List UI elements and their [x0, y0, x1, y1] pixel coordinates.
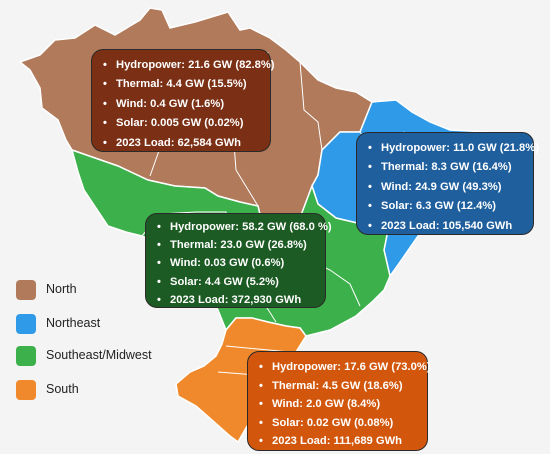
- legend-label-northeast: Northeast: [46, 316, 101, 330]
- northeast-info-box: • Hydropower: 11.0 GW (21.8%) • Thermal: 8…: [356, 132, 539, 236]
- legend-swatch-north: [16, 280, 36, 300]
- north-wind: • Wind: 0.4 GW (1.6%): [102, 95, 260, 114]
- bullet-icon: •: [157, 293, 161, 306]
- bullet-icon: •: [157, 275, 161, 288]
- legend-label-north: North: [46, 282, 77, 296]
- bullet-icon: •: [259, 435, 263, 448]
- north-info-box: • Hydropower: 21.6 GW (82.8%) • Thermal: 4…: [91, 49, 275, 153]
- bullet-icon: •: [368, 200, 372, 213]
- southeast-solar: • Solar: 4.4 GW (5.2%): [156, 273, 315, 291]
- south-load: • 2023 Load: 111,689 GWh: [258, 432, 417, 451]
- bullet-icon: •: [103, 136, 107, 149]
- bullet-icon: •: [103, 117, 107, 130]
- northeast-thermal: • Thermal: 8.3 GW (16.4%): [367, 158, 523, 177]
- legend-label-south: South: [46, 382, 79, 396]
- southeast-thermal: • Thermal: 23.0 GW (26.8%): [156, 236, 315, 254]
- bullet-icon: •: [259, 398, 263, 411]
- south-solar: • Solar: 0.02 GW (0.08%): [258, 414, 417, 433]
- legend-swatch-south: [16, 380, 36, 400]
- south-info-box: • Hydropower: 17.6 GW (73.0%) • Thermal: 4…: [247, 351, 431, 451]
- bullet-icon: •: [259, 416, 263, 429]
- north-thermal: • Thermal: 4.4 GW (15.5%): [102, 75, 260, 94]
- bullet-icon: •: [368, 142, 372, 154]
- southeast-load: • 2023 Load: 372,930 GWh: [156, 291, 315, 309]
- bullet-icon: •: [157, 239, 161, 252]
- northeast-wind: • Wind: 24.9 GW (49.3%): [367, 178, 523, 197]
- southeast-wind: • Wind: 0.03 GW (0.6%): [156, 254, 315, 272]
- northeast-load: • 2023 Load: 105,540 GWh: [367, 217, 523, 236]
- legend-swatch-southeast-midwest: [16, 346, 36, 366]
- bullet-icon: •: [103, 97, 107, 110]
- northeast-hydropower: • Hydropower: 11.0 GW (21.8%): [367, 139, 539, 158]
- south-thermal: • Thermal: 4.5 GW (18.6%): [258, 377, 417, 396]
- bullet-icon: •: [259, 361, 263, 373]
- north-hydropower: • Hydropower: 21.6 GW (82.8%): [102, 56, 275, 75]
- south-hydropower: • Hydropower: 17.6 GW (73.0%): [258, 358, 431, 377]
- northeast-solar: • Solar: 6.3 GW (12.4%): [367, 197, 523, 216]
- legend-label-southeast-midwest: Southeast/Midwest: [46, 348, 152, 362]
- southeast-midwest-info-box: • Hydropower: 58.2 GW (68.0 %) • Thermal: …: [145, 213, 332, 309]
- north-load: • 2023 Load: 62,584 GWh: [102, 134, 260, 153]
- south-wind: • Wind: 2.0 GW (8.4%): [258, 395, 417, 414]
- bullet-icon: •: [103, 78, 107, 91]
- legend-swatch-northeast: [16, 314, 36, 334]
- region-south: [175, 317, 307, 444]
- bullet-icon: •: [368, 180, 372, 193]
- bullet-icon: •: [157, 257, 161, 270]
- southeast-hydropower: • Hydropower: 58.2 GW (68.0 %): [156, 218, 332, 236]
- bullet-icon: •: [157, 221, 161, 233]
- bullet-icon: •: [368, 161, 372, 174]
- bullet-icon: •: [259, 379, 263, 392]
- north-solar: • Solar: 0.005 GW (0.02%): [102, 114, 260, 133]
- bullet-icon: •: [368, 219, 372, 232]
- bullet-icon: •: [103, 59, 107, 71]
